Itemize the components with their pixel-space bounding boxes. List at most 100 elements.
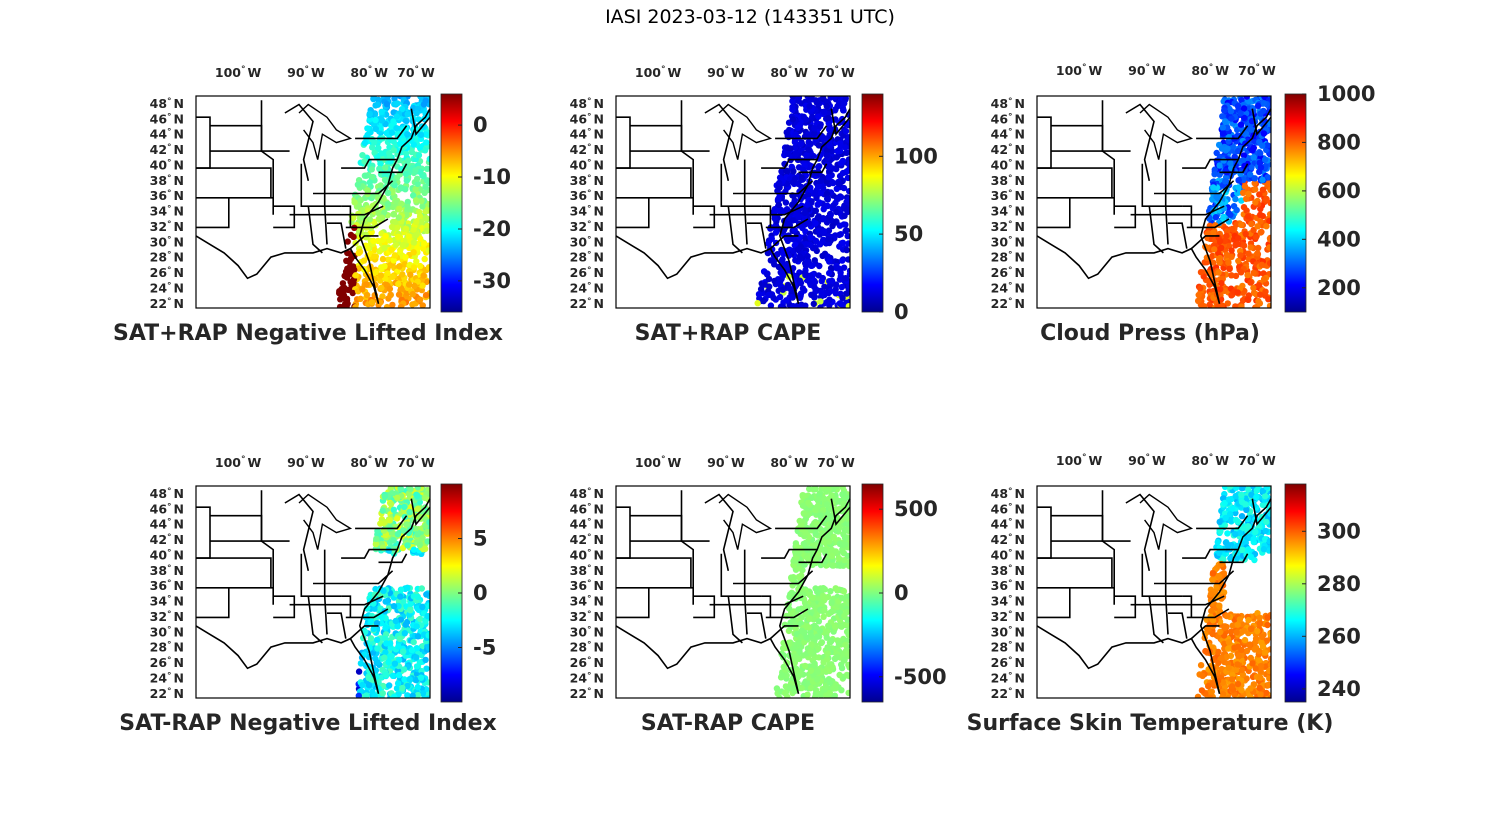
lon-tick-label: 80° W bbox=[1191, 63, 1229, 78]
lat-tick-label: 30° N bbox=[991, 624, 1025, 639]
state-border bbox=[196, 116, 211, 169]
state-border bbox=[1182, 205, 1193, 228]
lat-tick-label: 22° N bbox=[150, 686, 184, 701]
lon-tick-label: 90° W bbox=[707, 455, 745, 470]
state-border bbox=[1101, 100, 1131, 152]
state-border bbox=[616, 586, 695, 605]
state-border bbox=[1130, 595, 1225, 606]
state-border bbox=[1164, 206, 1169, 245]
state-border bbox=[743, 549, 762, 598]
lon-tick-label: 80° W bbox=[770, 455, 808, 470]
lat-tick-label: 26° N bbox=[570, 265, 604, 280]
state-border bbox=[341, 595, 352, 618]
state-border bbox=[341, 158, 398, 169]
panel-title: SAT-RAP Negative Lifted Index bbox=[119, 711, 496, 736]
figure-title: IASI 2023-03-12 (143351 UTC) bbox=[605, 6, 895, 28]
lat-tick-label: 34° N bbox=[991, 204, 1025, 219]
lat-tick-label: 38° N bbox=[570, 173, 604, 188]
lon-tick-label: 90° W bbox=[1128, 453, 1166, 468]
map-frame bbox=[195, 485, 431, 699]
state-border bbox=[323, 206, 328, 245]
state-border bbox=[1164, 159, 1183, 207]
colorbar-tick-label: 500 bbox=[894, 497, 938, 521]
lat-tick-label: 26° N bbox=[991, 655, 1025, 670]
state-border bbox=[1037, 197, 1115, 215]
state-border bbox=[1037, 587, 1071, 619]
panel-title: Surface Skin Temperature (K) bbox=[967, 711, 1334, 736]
lat-tick-label: 34° N bbox=[991, 594, 1025, 609]
lat-tick-label: 34° N bbox=[150, 594, 184, 609]
lat-tick-label: 32° N bbox=[150, 219, 184, 234]
state-border bbox=[1051, 124, 1104, 152]
lat-tick-label: 40° N bbox=[150, 158, 184, 173]
state-border bbox=[341, 205, 352, 228]
great-lakes bbox=[718, 103, 773, 160]
colorbar-tick-label: 400 bbox=[1317, 227, 1361, 251]
lat-tick-label: 44° N bbox=[991, 517, 1025, 532]
map-panel: 100° W 90° W 80° W 70° W 48° N46° N44° N42° N40° N38°… bbox=[991, 63, 1376, 346]
lat-tick-label: 22° N bbox=[150, 296, 184, 311]
state-border bbox=[616, 197, 695, 215]
state-border bbox=[1251, 498, 1272, 527]
swath-field bbox=[754, 96, 850, 308]
lat-tick-label: 44° N bbox=[150, 127, 184, 142]
lat-tick-label: 32° N bbox=[150, 609, 184, 624]
lat-tick-label: 26° N bbox=[150, 265, 184, 280]
state-border bbox=[1141, 553, 1166, 598]
state-border bbox=[1051, 514, 1104, 542]
state-border bbox=[349, 235, 379, 250]
state-border bbox=[616, 116, 631, 169]
lat-tick-label: 46° N bbox=[570, 111, 604, 126]
state-border bbox=[681, 150, 695, 198]
colorbar-tick-label: 0 bbox=[473, 581, 488, 605]
great-lakes bbox=[718, 493, 773, 550]
lat-tick-label: 22° N bbox=[991, 296, 1025, 311]
lat-tick-label: 22° N bbox=[570, 296, 604, 311]
state-border bbox=[616, 557, 692, 588]
lat-tick-label: 48° N bbox=[991, 486, 1025, 501]
coastline bbox=[615, 498, 851, 695]
lat-tick-label: 24° N bbox=[150, 670, 184, 685]
lat-tick-label: 38° N bbox=[150, 563, 184, 578]
lat-tick-label: 32° N bbox=[570, 219, 604, 234]
lat-tick-label: 36° N bbox=[570, 578, 604, 593]
lat-tick-label: 28° N bbox=[150, 640, 184, 655]
state-border bbox=[1182, 158, 1239, 169]
lat-tick-label: 34° N bbox=[570, 594, 604, 609]
lat-tick-label: 42° N bbox=[991, 142, 1025, 157]
colorbar-tick-label: 200 bbox=[1317, 276, 1361, 300]
lat-tick-label: 24° N bbox=[991, 280, 1025, 295]
map-frame bbox=[615, 95, 851, 309]
colorbar-tick-label: 50 bbox=[894, 222, 923, 246]
colorbar-tick-label: -500 bbox=[894, 665, 947, 689]
lat-tick-label: 36° N bbox=[570, 188, 604, 203]
lat-tick-label: 48° N bbox=[570, 486, 604, 501]
lat-tick-label: 38° N bbox=[150, 173, 184, 188]
lat-tick-label: 38° N bbox=[991, 563, 1025, 578]
lon-tick-label: 100° W bbox=[635, 65, 682, 80]
lon-tick-label: 70° W bbox=[1238, 63, 1276, 78]
lon-tick-label: 70° W bbox=[1238, 453, 1276, 468]
state-border bbox=[1114, 205, 1137, 229]
state-border bbox=[260, 100, 290, 152]
state-border bbox=[761, 158, 818, 169]
swath-field bbox=[773, 486, 850, 698]
state-border bbox=[327, 222, 347, 249]
colorbar bbox=[1284, 93, 1307, 313]
state-border bbox=[1219, 553, 1249, 564]
state-border bbox=[378, 163, 408, 174]
state-border bbox=[323, 596, 328, 635]
lat-tick-label: 24° N bbox=[991, 670, 1025, 685]
lat-tick-label: 42° N bbox=[150, 532, 184, 547]
state-border bbox=[693, 205, 716, 229]
lat-tick-label: 36° N bbox=[150, 578, 184, 593]
state-border bbox=[196, 586, 275, 605]
state-border bbox=[680, 100, 710, 152]
lat-tick-label: 26° N bbox=[991, 265, 1025, 280]
state-border bbox=[289, 205, 384, 216]
lon-tick-label: 80° W bbox=[350, 65, 388, 80]
coastline bbox=[195, 108, 431, 305]
state-border bbox=[769, 235, 799, 250]
state-border bbox=[345, 608, 389, 619]
lat-tick-label: 44° N bbox=[991, 127, 1025, 142]
